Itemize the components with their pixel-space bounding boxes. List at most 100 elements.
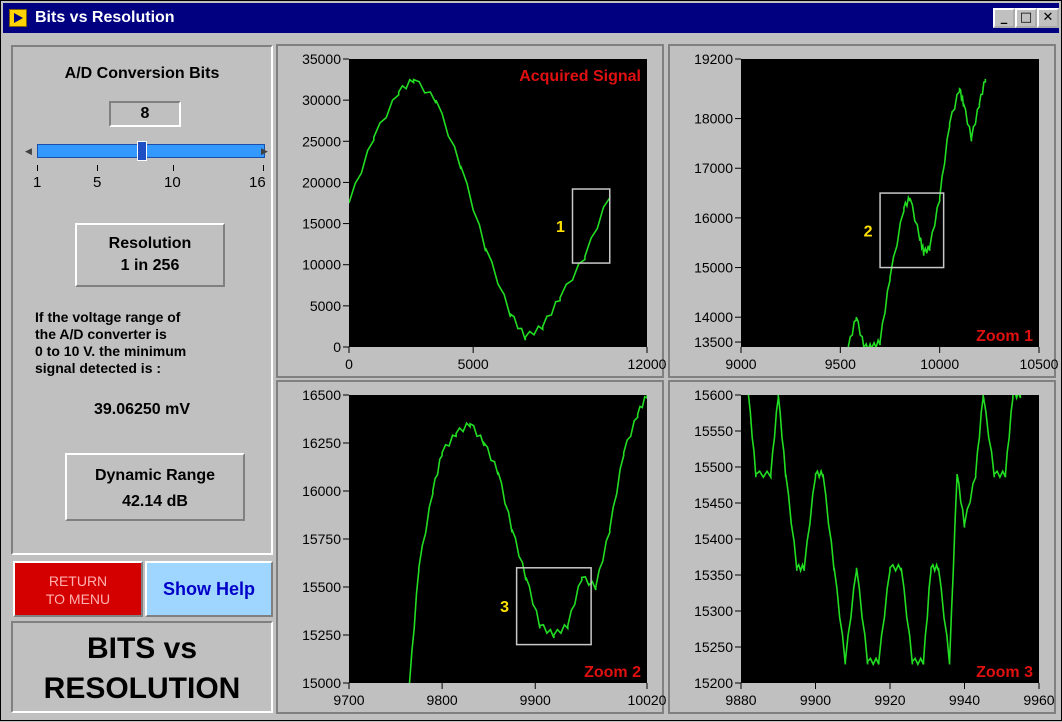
min-signal-value: 39.06250 mV <box>93 401 191 418</box>
zoom-marker-label: 3 <box>500 599 509 616</box>
x-tick-label: 9920 <box>874 692 905 708</box>
x-tick-label: 9700 <box>333 692 364 708</box>
y-tick-label: 16500 <box>302 387 341 403</box>
chart-title: Zoom 1 <box>976 328 1033 345</box>
x-tick-label: 9800 <box>427 692 458 708</box>
slider-tick <box>173 165 174 171</box>
return-label-line1: RETURN <box>48 573 108 589</box>
x-tick-label: 9000 <box>725 356 756 372</box>
slider-tick-label: 1 <box>33 174 42 191</box>
note-line: If the voltage range of <box>35 309 181 325</box>
page-title: BITS vs RESOLUTION <box>11 621 273 713</box>
note-line: 0 to 10 V. the minimum <box>35 343 187 359</box>
y-tick-label: 14000 <box>694 309 733 325</box>
x-tick-label: 10000 <box>920 356 959 372</box>
slider-left-arrow-icon: ◀ <box>25 146 32 156</box>
slider-tick <box>263 165 264 171</box>
plot-area[interactable] <box>741 59 1039 347</box>
y-tick-label: 15250 <box>302 627 341 643</box>
x-tick-label: 10500 <box>1020 356 1059 372</box>
slider-tick-label: 16 <box>249 174 266 191</box>
y-tick-label: 15500 <box>694 459 733 475</box>
slider-tick-label: 5 <box>93 174 102 191</box>
close-button[interactable]: ✕ <box>1037 8 1059 28</box>
plot-area[interactable] <box>741 395 1039 683</box>
zoom-marker-label: 2 <box>864 223 873 240</box>
resolution-label: Resolution <box>108 235 192 252</box>
y-tick-label: 25000 <box>302 133 341 149</box>
y-tick-label: 15750 <box>302 531 341 547</box>
note-line: the A/D converter is <box>35 326 167 342</box>
signal-trace <box>747 395 1022 667</box>
zoom-region-box[interactable] <box>879 192 945 269</box>
window-title: Bits vs Resolution <box>35 9 175 26</box>
show-help-button[interactable]: Show Help <box>145 561 273 617</box>
x-tick-label: 9900 <box>520 692 551 708</box>
chart-title: Zoom 2 <box>584 664 641 681</box>
y-tick-label: 16000 <box>694 210 733 226</box>
maximize-button[interactable]: □ <box>1015 8 1037 28</box>
slider-track[interactable] <box>37 144 265 158</box>
y-tick-label: 15400 <box>694 531 733 547</box>
x-tick-label: 9900 <box>800 692 831 708</box>
page-title-line1: BITS vs <box>86 632 198 665</box>
y-tick-label: 20000 <box>302 174 341 190</box>
y-tick-label: 15500 <box>302 579 341 595</box>
zoom-region-box[interactable] <box>515 567 592 646</box>
x-tick-label: 5000 <box>458 356 489 372</box>
y-tick-label: 10000 <box>302 257 341 273</box>
labview-icon <box>9 9 27 27</box>
return-to-menu-button[interactable]: RETURN TO MENU <box>13 561 143 617</box>
y-tick-label: 15000 <box>302 216 341 232</box>
y-tick-label: 15600 <box>694 387 733 403</box>
y-tick-label: 15250 <box>694 639 733 655</box>
y-tick-label: 15200 <box>694 675 733 691</box>
voltage-note: If the voltage range of the A/D converte… <box>35 309 271 377</box>
y-tick-label: 15300 <box>694 603 733 619</box>
x-tick-label: 9940 <box>949 692 980 708</box>
resolution-box: Resolution 1 in 256 <box>75 223 225 287</box>
plot-area[interactable] <box>349 59 647 347</box>
bits-label: A/D Conversion Bits <box>64 65 220 82</box>
y-tick-label: 15000 <box>302 675 341 691</box>
resolution-value: 1 in 256 <box>120 257 180 274</box>
signal-trace <box>349 78 611 341</box>
y-tick-label: 15550 <box>694 423 733 439</box>
x-tick-label: 9500 <box>825 356 856 372</box>
note-line: signal detected is : <box>35 360 162 376</box>
signal-trace <box>408 395 647 683</box>
control-panel: A/D Conversion Bits 8 ◀ ▶ 1 5 10 16 Reso… <box>11 45 273 555</box>
x-tick-label: 9960 <box>1023 692 1054 708</box>
y-tick-label: 16250 <box>302 435 341 451</box>
signal-trace <box>847 78 987 347</box>
return-label-line2: TO MENU <box>45 591 111 607</box>
title-bar[interactable]: Bits vs Resolution _ □ ✕ <box>3 3 1059 33</box>
y-tick-label: 13500 <box>694 334 733 350</box>
bits-value-field[interactable]: 8 <box>109 101 181 127</box>
slider-right-arrow-icon: ▶ <box>261 146 268 156</box>
x-tick-label: 0 <box>345 356 353 372</box>
slider-thumb[interactable] <box>137 141 148 161</box>
y-tick-label: 18000 <box>694 111 733 127</box>
dynamic-range-value: 42.14 dB <box>122 493 188 510</box>
x-tick-label: 10020 <box>628 692 667 708</box>
y-tick-label: 15000 <box>694 260 733 276</box>
slider-tick <box>37 165 38 171</box>
y-tick-label: 19200 <box>694 51 733 67</box>
y-tick-label: 5000 <box>310 298 341 314</box>
y-tick-label: 35000 <box>302 51 341 67</box>
minimize-button[interactable]: _ <box>993 8 1015 28</box>
y-tick-label: 17000 <box>694 160 733 176</box>
dynamic-range-box: Dynamic Range 42.14 dB <box>65 453 245 521</box>
chart-title: Zoom 3 <box>976 664 1033 681</box>
dynamic-range-label: Dynamic Range <box>94 467 216 484</box>
y-tick-label: 16000 <box>302 483 341 499</box>
page-title-line2: RESOLUTION <box>43 672 241 705</box>
y-tick-label: 15450 <box>694 495 733 511</box>
zoom-region-box[interactable] <box>571 188 611 264</box>
x-tick-label: 12000 <box>628 356 667 372</box>
plot-area[interactable] <box>349 395 647 683</box>
slider-tick <box>97 165 98 171</box>
